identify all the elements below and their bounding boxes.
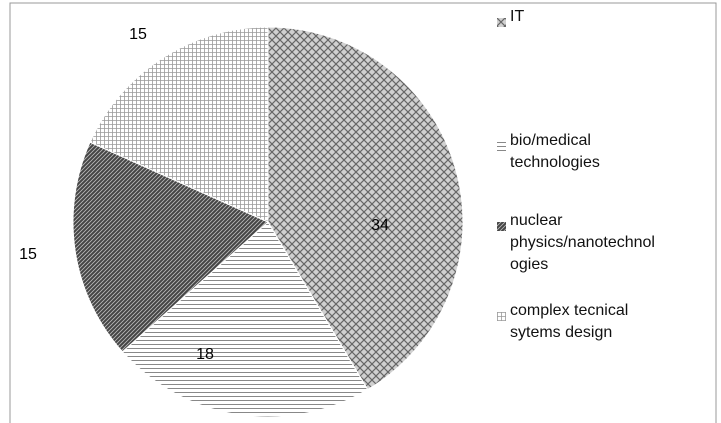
legend-item: IT [497, 6, 660, 28]
data-label: 18 [196, 346, 214, 363]
legend-item: bio/medical technologies [497, 130, 660, 174]
frame [9, 2, 717, 423]
pie-slice [267, 26, 464, 391]
legend-swatch [497, 306, 506, 321]
legend-label: nuclear physics/nanotechnologies [510, 212, 655, 273]
data-label: 34 [371, 217, 389, 234]
pie-slice [121, 221, 369, 418]
pie-slice [89, 26, 269, 223]
legend-swatch [497, 216, 506, 231]
legend-item: nuclear physics/nanotechnologies [497, 210, 660, 276]
pie-slice [72, 141, 269, 353]
legend-swatch [497, 12, 506, 27]
legend-item: complex tecnical sytems design [497, 300, 660, 344]
legend-label: bio/medical technologies [510, 132, 600, 171]
legend-swatch [497, 136, 506, 151]
legend-label: IT [510, 8, 525, 25]
legend-label: complex tecnical sytems design [510, 302, 629, 341]
data-label: 15 [19, 246, 37, 263]
data-label: 15 [129, 26, 147, 43]
